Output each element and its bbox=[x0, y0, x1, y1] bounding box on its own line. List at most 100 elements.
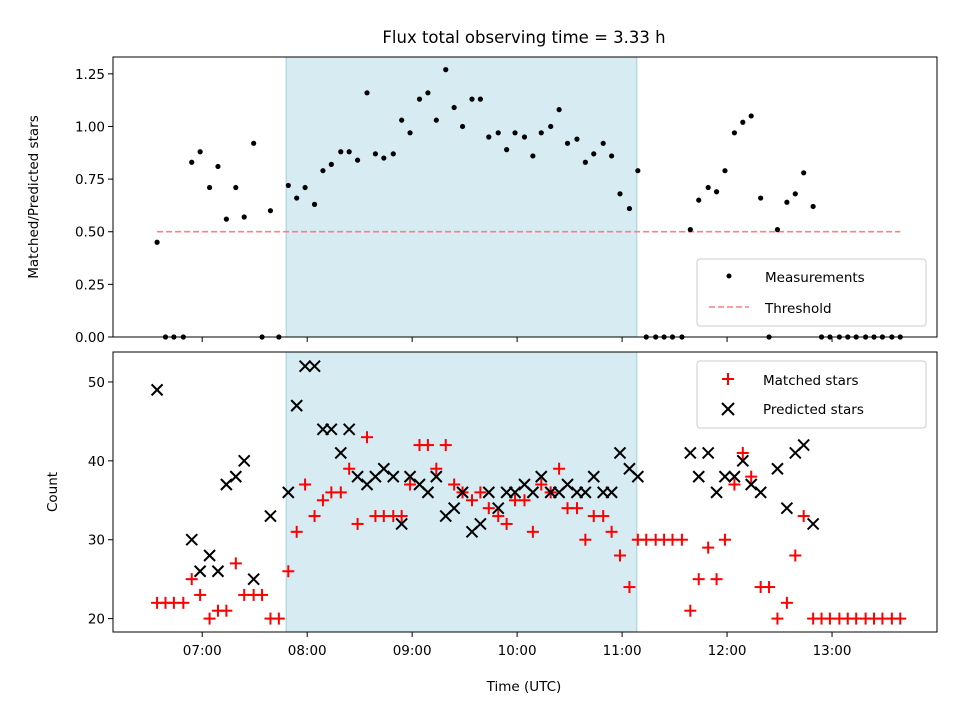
matched-star-point bbox=[745, 470, 758, 483]
matched-star-point bbox=[702, 541, 715, 554]
predicted-star-point bbox=[447, 501, 461, 515]
measurement-point bbox=[233, 184, 239, 191]
measurement-point bbox=[294, 195, 300, 201]
measurement-point bbox=[608, 153, 615, 159]
matched-star-point bbox=[177, 596, 190, 609]
measurement-point bbox=[564, 140, 571, 146]
predicted-star-point bbox=[203, 549, 216, 562]
measurement-point bbox=[512, 130, 518, 136]
matched-star-point bbox=[256, 588, 269, 601]
predicted-star-point bbox=[421, 486, 435, 499]
matched-star-point bbox=[395, 510, 408, 523]
matched-star-point bbox=[308, 510, 321, 523]
bottom-x-axis-ticks: 07:00 08:00 09:00 10:00 11:00 12:00 13:00 bbox=[183, 632, 851, 659]
predicted-star-point bbox=[780, 501, 794, 515]
x-axis-label: Time (UTC) bbox=[486, 679, 562, 695]
matched-star-point bbox=[553, 462, 566, 475]
measurement-point bbox=[251, 140, 257, 146]
matched-star-point bbox=[736, 446, 749, 459]
matched-star-point bbox=[894, 612, 907, 625]
predicted-star-point bbox=[728, 470, 741, 483]
measurement-point bbox=[285, 182, 291, 189]
measurement-point bbox=[748, 113, 754, 119]
matched-star-point bbox=[474, 486, 487, 499]
measurement-point bbox=[459, 123, 466, 130]
predicted-star-point bbox=[692, 470, 705, 483]
predicted-star-point bbox=[526, 486, 540, 499]
predicted-star-points bbox=[150, 359, 820, 586]
predicted-star-point bbox=[325, 423, 338, 436]
x-tick-label: 12:00 bbox=[708, 643, 747, 659]
matched-star-point bbox=[334, 486, 347, 499]
measurement-point bbox=[784, 199, 790, 205]
measurement-point bbox=[582, 159, 588, 165]
matched-star-point bbox=[229, 557, 242, 570]
predicted-star-point bbox=[229, 470, 243, 483]
predicted-star-point bbox=[631, 470, 645, 483]
measurement-point bbox=[556, 107, 562, 113]
measurement-point bbox=[433, 117, 439, 123]
measurement-point bbox=[443, 67, 449, 73]
measurement-point bbox=[713, 189, 720, 195]
predicted-star-point bbox=[771, 462, 784, 475]
matched-star-point bbox=[448, 478, 461, 491]
top-y-tick-label: 0.25 bbox=[75, 277, 105, 293]
measurement-point bbox=[696, 197, 702, 203]
predicted-star-point bbox=[736, 454, 750, 468]
predicted-star-point bbox=[710, 486, 723, 499]
measurement-point bbox=[206, 184, 213, 191]
predicted-star-point bbox=[561, 478, 574, 491]
measurement-point bbox=[740, 119, 746, 125]
matched-star-point bbox=[579, 533, 592, 546]
measurement-point bbox=[731, 130, 738, 136]
predicted-star-point bbox=[395, 517, 408, 531]
measurement-point bbox=[197, 149, 203, 155]
predicted-star-point bbox=[508, 486, 522, 499]
measurement-point bbox=[469, 96, 475, 102]
predicted-star-point bbox=[605, 486, 618, 499]
measurement-point bbox=[215, 163, 221, 170]
predicted-star-point bbox=[387, 470, 400, 483]
measurement-point bbox=[626, 205, 633, 212]
matched-star-point bbox=[597, 510, 610, 523]
legend-matched-marker bbox=[722, 373, 734, 385]
measurement-point bbox=[241, 214, 247, 220]
measurement-point bbox=[486, 134, 492, 140]
matched-star-point bbox=[220, 604, 233, 617]
predicted-star-point bbox=[334, 446, 347, 460]
matched-star-point bbox=[282, 565, 295, 578]
matched-star-point bbox=[482, 502, 495, 515]
legend-threshold-label: Threshold bbox=[764, 301, 832, 317]
bottom-y-axis-ticks: 20 30 40 50 bbox=[88, 375, 113, 628]
matched-star-point bbox=[316, 494, 329, 507]
predicted-star-point bbox=[185, 533, 198, 546]
bottom-y-tick-label: 40 bbox=[88, 454, 105, 470]
measurement-point bbox=[477, 96, 483, 102]
legend-measurements-label: Measurements bbox=[765, 270, 865, 286]
matched-star-point bbox=[421, 439, 434, 452]
matched-star-point bbox=[797, 510, 810, 523]
measurement-point bbox=[810, 203, 816, 210]
matched-star-point bbox=[535, 478, 548, 491]
measurement-point bbox=[758, 195, 764, 201]
predicted-star-point bbox=[211, 565, 225, 578]
measurement-point bbox=[346, 149, 352, 155]
bottom-panel: 20 30 40 50 07:00 08:00 09:00 10:00 11:00 12:00 1… bbox=[45, 351, 938, 695]
predicted-star-point bbox=[150, 383, 164, 397]
measurement-point bbox=[338, 149, 344, 155]
top-y-tick-label: 1.25 bbox=[75, 67, 105, 83]
legend-predicted-marker bbox=[721, 402, 735, 416]
predicted-star-point bbox=[492, 501, 505, 515]
matched-star-point bbox=[361, 431, 374, 444]
measurement-point bbox=[407, 130, 413, 136]
predicted-star-point bbox=[342, 423, 356, 436]
x-tick-label: 07:00 bbox=[183, 643, 222, 659]
measurement-point bbox=[774, 227, 781, 233]
measurement-point bbox=[591, 151, 597, 157]
top-x-axis-ticks bbox=[201, 337, 833, 342]
predicted-star-point bbox=[308, 359, 321, 373]
matched-star-point bbox=[290, 525, 303, 538]
matched-star-point bbox=[343, 462, 356, 475]
matched-star-point bbox=[404, 478, 417, 491]
